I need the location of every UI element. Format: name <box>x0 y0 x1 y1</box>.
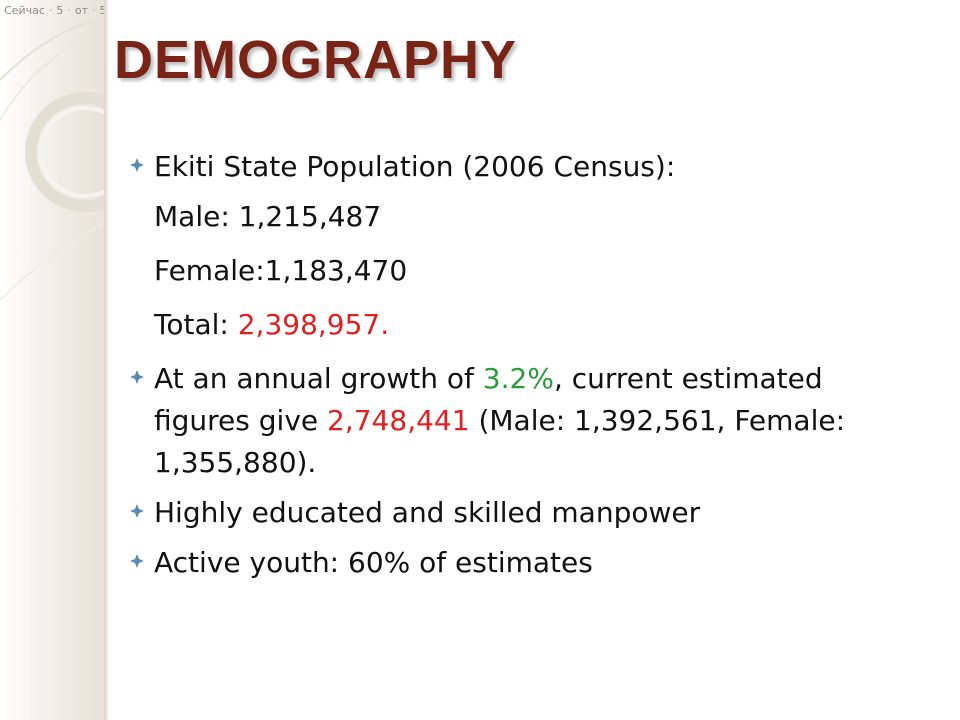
growth-text-part: , current estimated figures give <box>154 362 823 437</box>
watermark-item: Сейчас <box>4 4 45 17</box>
male-population: Male: 1,215,487 <box>154 200 382 233</box>
slide-body: Ekiti State Population (2006 Census): Ma… <box>130 142 920 588</box>
watermark: Сейчас·5·от·5·7 <box>4 4 104 17</box>
total-label: Total: <box>154 308 238 341</box>
watermark-separator: · <box>92 4 96 17</box>
female-population: Female:1,183,470 <box>154 254 408 287</box>
diamond-bullet-icon <box>130 504 144 518</box>
watermark-separator: · <box>67 4 71 17</box>
growth-text-part: (Male: 1,392,561, Female: 1,355,880). <box>154 404 846 479</box>
bullet-item-population: Ekiti State Population (2006 Census): <box>130 142 920 192</box>
slide-title: DEMOGRAPHY <box>114 30 518 90</box>
bullet-text: At an annual growth of 3.2%, current est… <box>154 354 920 488</box>
side-band-edge <box>104 0 108 720</box>
male-population-line: Male: 1,215,487 <box>130 192 920 246</box>
bullet-item-growth: At an annual growth of 3.2%, current est… <box>130 354 920 488</box>
growth-rate: 3.2% <box>482 362 554 395</box>
diamond-bullet-icon <box>130 370 144 384</box>
watermark-item: от <box>74 4 89 17</box>
diamond-bullet-icon <box>130 554 144 568</box>
diamond-bullet-icon <box>130 158 144 172</box>
decorative-side-band: Сейчас·5·от·5·7 <box>0 0 104 720</box>
bullet-item-youth: Active youth: 60% of estimates <box>130 538 920 588</box>
estimated-total: 2,748,441 <box>327 404 470 437</box>
total-population-line: Total: 2,398,957. <box>130 300 920 354</box>
bullet-text: Ekiti State Population (2006 Census): <box>154 150 676 183</box>
total-value: 2,398,957. <box>237 308 390 341</box>
bullet-item-manpower: Highly educated and skilled manpower <box>130 488 920 538</box>
watermark-item: 5 <box>99 4 104 17</box>
growth-text-part: At an annual growth of <box>154 362 483 395</box>
female-population-line: Female:1,183,470 <box>130 246 920 300</box>
watermark-separator: · <box>48 4 53 17</box>
bullet-text: Highly educated and skilled manpower <box>154 496 701 529</box>
bullet-text: Active youth: 60% of estimates <box>154 546 593 579</box>
decorative-swoosh <box>0 19 104 301</box>
watermark-item: 5 <box>56 4 64 17</box>
